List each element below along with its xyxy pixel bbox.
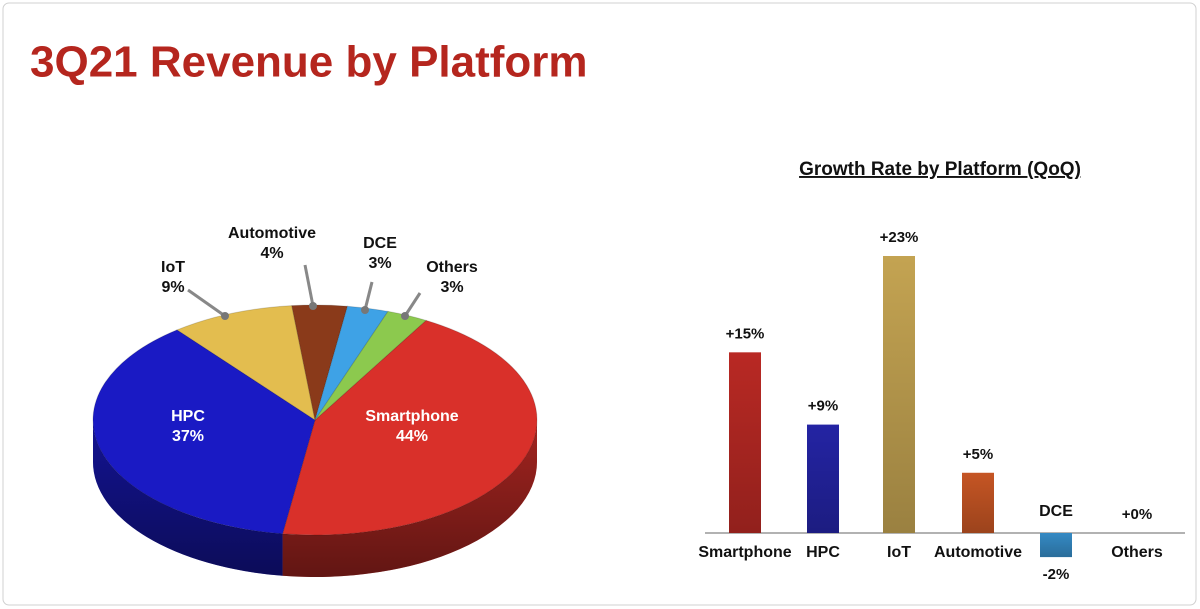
pie-side-shade (282, 420, 537, 577)
leader-dot (309, 302, 317, 310)
leader-line (363, 281, 374, 311)
x-tick-label: Automotive (934, 544, 1022, 561)
pie-value-label: 3% (440, 279, 463, 296)
leader-line (403, 292, 422, 317)
pie-value-label: 9% (161, 279, 184, 296)
x-tick-label: Smartphone (698, 544, 791, 561)
pie-label: HPC (171, 408, 205, 425)
pie-slice (176, 305, 316, 422)
x-tick-label: Others (1111, 544, 1163, 561)
bar-shade (962, 472, 994, 533)
bar-value-label: +23% (880, 229, 919, 246)
pie-label: Others (426, 259, 478, 276)
bar-value-label: +5% (963, 446, 993, 463)
slide-title: 3Q21 Revenue by Platform (30, 38, 588, 87)
pie-slice (281, 319, 538, 536)
bar-shade (1040, 533, 1072, 558)
pie-value-label: 3% (368, 255, 391, 272)
leader-dot (361, 306, 369, 314)
x-tick-label: DCE (1039, 503, 1073, 520)
pie-label: Smartphone (365, 408, 458, 425)
pie-label: IoT (161, 259, 185, 276)
leader-dot (401, 312, 409, 320)
pie-slice (291, 304, 349, 421)
pie-side-shade (93, 420, 283, 576)
leader-line (303, 264, 315, 307)
bar-shade (729, 352, 761, 533)
leader-line (187, 288, 226, 318)
bar-shade (807, 424, 839, 533)
pie-value-label: 37% (172, 428, 204, 445)
bar-value-label: +0% (1122, 506, 1152, 523)
pie-slice (92, 329, 316, 535)
bar-shade (883, 256, 915, 533)
pie-value-label: 44% (396, 428, 428, 445)
x-tick-label: HPC (806, 544, 840, 561)
pie-value-label: 4% (260, 245, 283, 262)
bar-value-label: -2% (1043, 566, 1070, 583)
bar-value-label: +9% (808, 398, 838, 415)
x-tick-label: IoT (887, 544, 911, 561)
bar-chart-title: Growth Rate by Platform (QoQ) (799, 159, 1081, 180)
bar-value-label: +15% (726, 325, 765, 342)
pie-label: Automotive (228, 225, 316, 242)
leader-dot (221, 312, 229, 320)
pie-label: DCE (363, 235, 397, 252)
